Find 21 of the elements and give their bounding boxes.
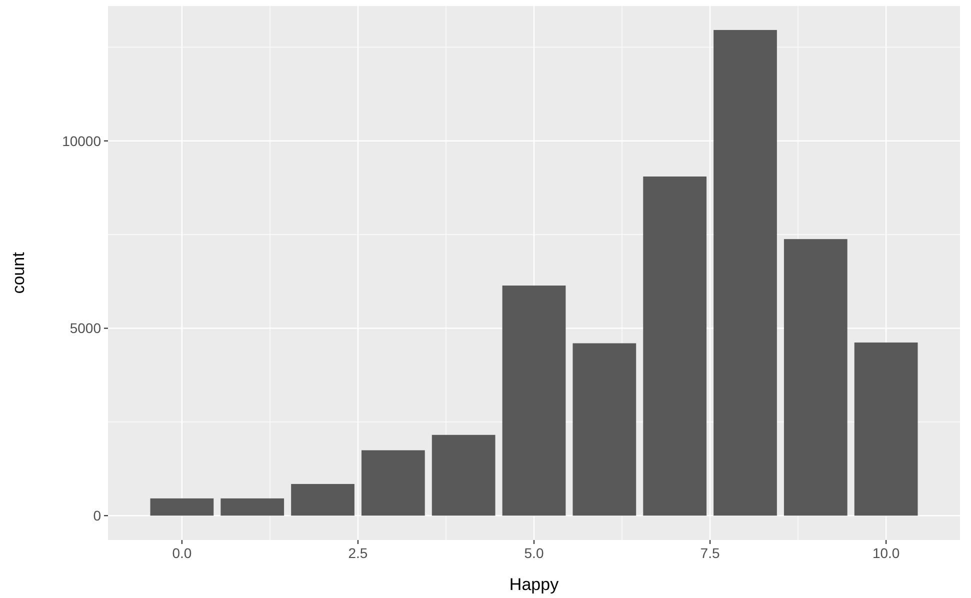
y-tick-label: 10000 xyxy=(62,132,102,149)
y-tick-label: 0 xyxy=(93,508,102,524)
y-tick-label: 5000 xyxy=(70,320,102,336)
bar xyxy=(502,286,566,516)
x-tick-label: 2.5 xyxy=(348,545,368,561)
bar xyxy=(572,343,636,516)
bar xyxy=(150,498,214,516)
bar xyxy=(854,342,918,516)
x-tick-label: 5.0 xyxy=(524,545,544,561)
x-tick-label: 7.5 xyxy=(700,545,720,561)
bar xyxy=(361,450,425,516)
y-axis-title: count xyxy=(9,252,28,294)
bar xyxy=(643,176,707,516)
bar xyxy=(291,484,354,516)
bar xyxy=(220,498,284,516)
bar xyxy=(784,239,848,516)
bar xyxy=(714,30,777,516)
x-tick-label: 0.0 xyxy=(172,545,192,561)
x-tick-label: 10.0 xyxy=(872,545,900,561)
x-axis-title: Happy xyxy=(509,575,560,594)
bar xyxy=(432,434,496,516)
